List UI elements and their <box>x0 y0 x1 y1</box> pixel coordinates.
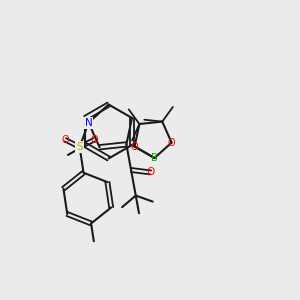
Text: O: O <box>131 142 138 152</box>
Text: O: O <box>90 135 98 145</box>
Text: S: S <box>76 142 83 152</box>
Text: B: B <box>151 153 158 163</box>
Text: O: O <box>168 138 176 148</box>
Text: O: O <box>61 135 69 145</box>
Text: O: O <box>147 167 155 178</box>
Text: N: N <box>85 118 92 128</box>
